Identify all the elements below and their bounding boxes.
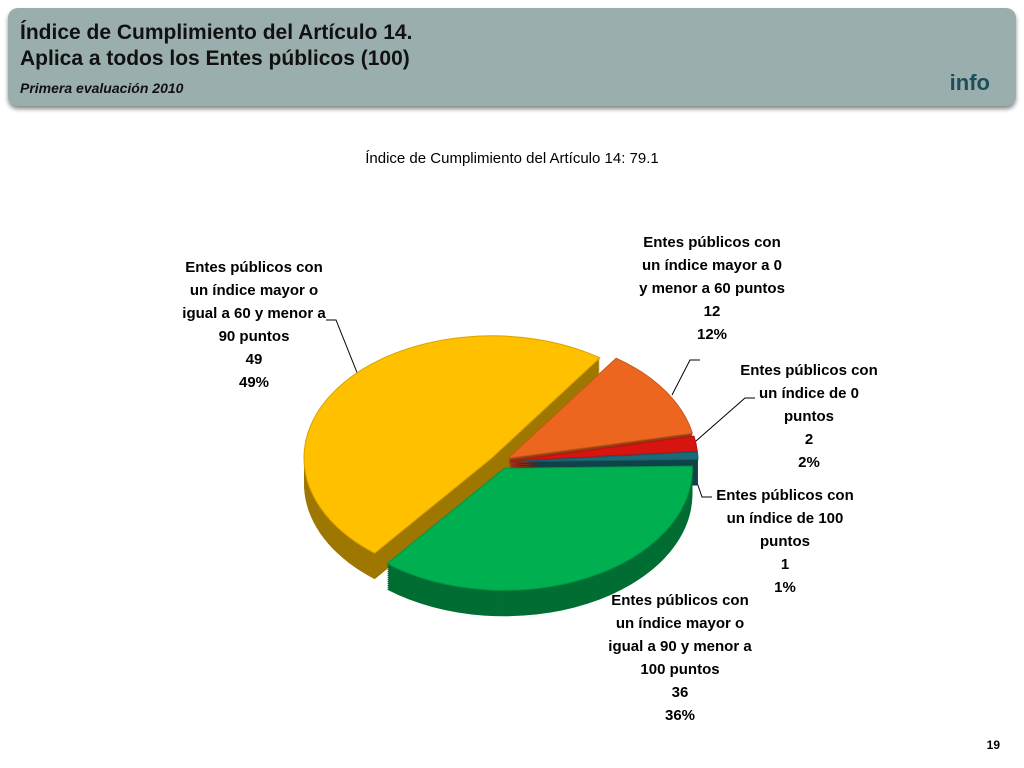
page-number: 19 [986,738,1000,752]
leader-line [687,397,755,449]
data-label: Entes públicos con un índice mayor a 0 y… [637,231,787,346]
leader-line [326,319,361,381]
label-value: 2 [804,431,814,448]
label-category: Entes públicos con un índice mayor a 0 y… [639,234,785,297]
data-label: Entes públicos con un índice de 0 puntos… [734,359,884,474]
leader-line [671,359,700,396]
data-label: Entes públicos con un índice mayor o igu… [605,589,755,727]
label-value: 1 [780,556,790,573]
label-category: Entes públicos con un índice de 100 punt… [716,487,854,550]
title-line: Aplica a todos los Entes públicos (100) [20,47,410,70]
label-category: Entes públicos con un índice de 0 puntos [740,362,878,425]
pie-slice [303,335,601,554]
label-value: 36 [671,684,689,701]
title-line: Índice de Cumplimiento del Artículo 14. [20,21,413,44]
label-value: 12 [703,303,721,320]
label-percent: 12% [696,326,728,343]
label-percent: 1% [774,579,796,596]
label-percent: 49% [238,374,270,391]
pie-slice [509,435,698,462]
label-value: 49 [245,351,263,368]
data-label: Entes públicos con un índice de 100 punt… [710,484,860,599]
pie-slice [509,451,699,463]
label-category: Entes públicos con un índice mayor o igu… [608,592,752,678]
header-subtitle: Primera evaluación 2010 [20,80,184,96]
label-percent: 36% [664,707,696,724]
chart-title: Índice de Cumplimiento del Artículo 14: … [365,150,659,167]
label-percent: 2% [798,454,820,471]
pie-slice [386,465,693,591]
header-title: Índice de Cumplimiento del Artículo 14. A… [20,20,412,72]
data-label: Entes públicos con un índice mayor o igu… [179,256,329,394]
header: Índice de Cumplimiento del Artículo 14. A… [8,8,1016,106]
pie-slice [506,357,694,459]
label-category: Entes públicos con un índice mayor o igu… [182,259,326,345]
logo: info [949,70,990,95]
